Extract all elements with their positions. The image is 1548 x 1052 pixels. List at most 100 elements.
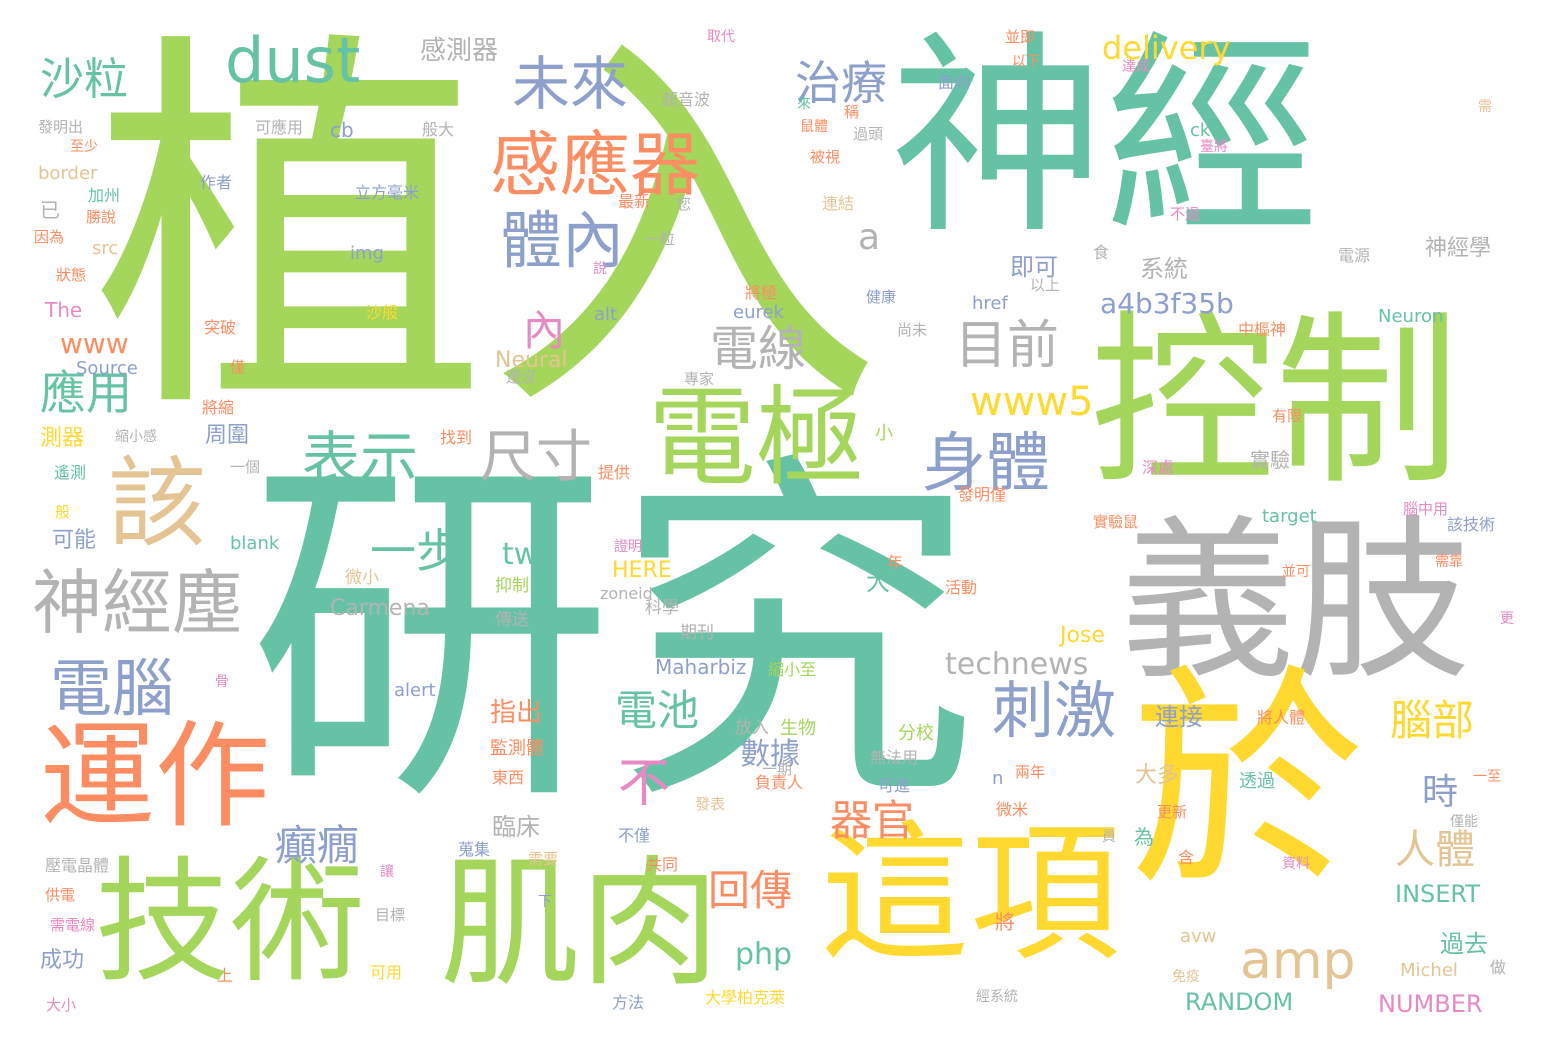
- cloud-word: src: [92, 238, 119, 259]
- cloud-word: 證明: [614, 539, 642, 555]
- cloud-word: tw: [502, 537, 539, 572]
- cloud-word: Neuron: [1378, 306, 1444, 327]
- cloud-word: 員: [1102, 829, 1116, 845]
- cloud-word: 沙粒: [40, 54, 128, 105]
- cloud-word: amp: [1240, 931, 1356, 991]
- cloud-word: 系統: [1140, 255, 1188, 283]
- cloud-word: 負責人: [755, 773, 804, 792]
- cloud-word: 這項: [820, 808, 1121, 982]
- cloud-word: 將極: [745, 283, 778, 302]
- cloud-word: 尚未: [897, 321, 928, 339]
- cloud-word: 僅能: [1450, 814, 1478, 830]
- cloud-word: 器官: [830, 796, 915, 845]
- cloud-word: 該: [108, 447, 207, 561]
- cloud-word: 需要: [528, 850, 559, 868]
- cloud-word: 提供: [598, 463, 631, 482]
- cloud-word: 勝說: [86, 208, 117, 226]
- cloud-word: 監測體: [490, 738, 544, 759]
- cloud-word: 感測器: [420, 36, 499, 66]
- cloud-word: 狀態: [56, 266, 87, 284]
- cloud-word: 說: [593, 261, 607, 277]
- cloud-word: 腦部: [1390, 696, 1475, 745]
- cloud-word: 期刊: [680, 623, 714, 643]
- cloud-word: 測器: [40, 426, 85, 451]
- cloud-word: 連結: [822, 194, 855, 213]
- cloud-word: 時: [1422, 772, 1459, 813]
- cloud-word: 可應用: [255, 118, 304, 137]
- cloud-word: 壓電晶體: [45, 856, 110, 875]
- cloud-word: 般: [55, 503, 71, 521]
- cloud-word: 共同: [646, 855, 679, 874]
- cloud-word: 資料: [1282, 856, 1310, 872]
- cloud-word: n: [992, 768, 1004, 789]
- cloud-word: 深處: [1142, 458, 1175, 477]
- cloud-word: 過去: [1440, 930, 1488, 958]
- cloud-word: RANDOM: [1185, 988, 1294, 1016]
- cloud-word: 找到: [440, 428, 473, 447]
- cloud-word: a4b3f35b: [1100, 287, 1234, 320]
- cloud-word: 連接: [1155, 703, 1203, 731]
- cloud-word: 一個: [230, 458, 261, 476]
- cloud-word: INSERT: [1395, 880, 1481, 908]
- cloud-word: 技術: [95, 844, 365, 1001]
- cloud-word: 中樞神: [1238, 320, 1287, 339]
- cloud-word: 已: [40, 198, 60, 222]
- cloud-word: 成功: [40, 948, 85, 973]
- cloud-word: blank: [230, 533, 280, 554]
- cloud-word: 大多: [1135, 763, 1180, 788]
- cloud-word: 僅: [230, 358, 246, 376]
- cloud-word: Jose: [1060, 623, 1105, 648]
- cloud-word: 人體: [1395, 827, 1475, 873]
- cloud-word: 兩年: [1015, 763, 1046, 781]
- cloud-word: 可進: [878, 776, 911, 795]
- cloud-word: 目前: [955, 316, 1060, 376]
- cloud-word: 回傳: [708, 866, 793, 915]
- cloud-word: php: [735, 937, 793, 972]
- cloud-word: 控制: [1090, 294, 1460, 510]
- cloud-word: 感應器: [490, 124, 700, 206]
- cloud-word: zoneid: [600, 584, 653, 603]
- cloud-word: 臨床: [492, 813, 540, 841]
- cloud-word: 發表: [695, 795, 726, 813]
- cloud-word: 內: [523, 306, 566, 355]
- cloud-word: 指出: [490, 698, 543, 728]
- cloud-word: The: [45, 298, 83, 322]
- cloud-word: 實驗鼠: [1093, 513, 1139, 531]
- cloud-word: 年: [887, 553, 904, 572]
- cloud-word: 生物: [780, 718, 816, 739]
- cloud-word: 至少: [70, 139, 98, 155]
- cloud-word: 面向: [938, 73, 971, 92]
- cloud-word: 遙測: [54, 463, 87, 482]
- cloud-word: 更: [1500, 611, 1514, 627]
- cloud-word: 鼠體: [800, 119, 828, 135]
- cloud-word: 電腦: [50, 652, 175, 725]
- cloud-word: 抑制: [495, 576, 529, 596]
- cloud-word: 體內: [500, 204, 625, 277]
- cloud-word: 電源: [1338, 246, 1371, 265]
- cloud-word: Source: [76, 358, 138, 379]
- cloud-word: 做: [1490, 958, 1507, 977]
- cloud-word: 一粒: [645, 230, 676, 248]
- cloud-word: 以上: [1030, 276, 1061, 294]
- cloud-word: 最新: [618, 192, 651, 211]
- cloud-word: 需電線: [50, 916, 96, 934]
- cloud-word: 運作: [40, 710, 271, 844]
- cloud-word: 將人體: [1257, 708, 1306, 727]
- cloud-word: 即可: [1010, 253, 1058, 281]
- cloud-word: 加州: [88, 186, 121, 205]
- cloud-word: 肌肉: [440, 843, 721, 1006]
- cloud-word: 專家: [684, 370, 715, 388]
- cloud-word: alert: [394, 680, 436, 701]
- cloud-word: 神經: [890, 12, 1320, 263]
- cloud-word: 東西: [492, 768, 525, 787]
- cloud-word: 數據: [740, 737, 800, 772]
- cloud-word: 免疫: [1172, 969, 1200, 985]
- cloud-word: 不過: [1170, 205, 1201, 223]
- cloud-word: 需靠: [1435, 554, 1463, 570]
- cloud-word: 發明僅: [958, 485, 1007, 504]
- cloud-word: 並可: [1282, 564, 1310, 580]
- cloud-word: 大: [866, 568, 890, 596]
- cloud-word: 目標: [375, 906, 406, 924]
- cloud-word: 透過: [1239, 771, 1275, 792]
